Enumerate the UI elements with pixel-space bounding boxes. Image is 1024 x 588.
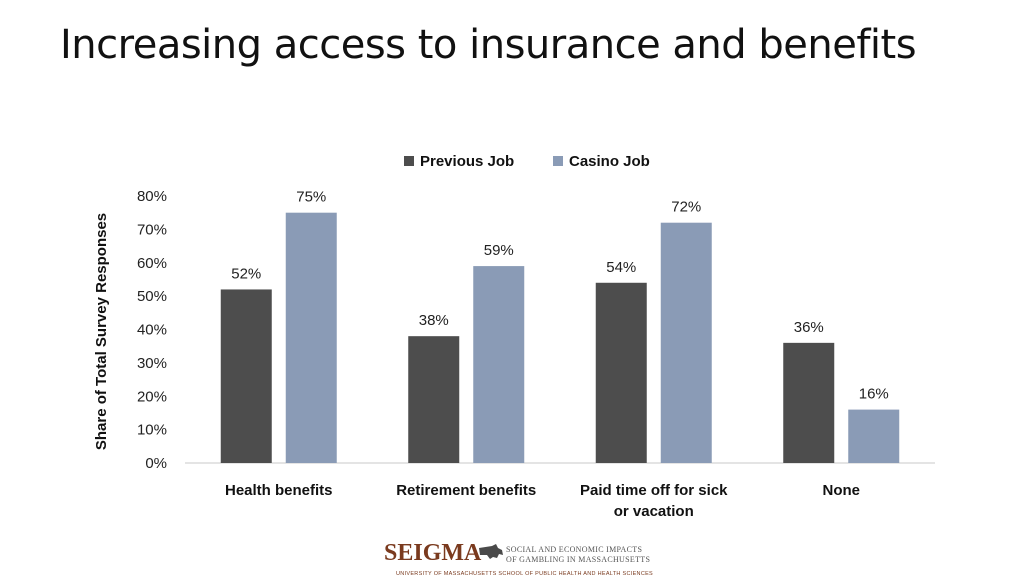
data-label: 52% — [231, 265, 261, 282]
logo-line-2: OF GAMBLING IN MASSACHUSETTS — [506, 555, 651, 564]
legend-casino-job-swatch — [553, 156, 563, 166]
y-tick-label: 40% — [137, 322, 167, 339]
logo-subtitle: UNIVERSITY OF MASSACHUSETTS SCHOOL OF PU… — [396, 571, 654, 577]
slide-title: Increasing access to insurance and benef… — [60, 22, 917, 68]
data-label: 54% — [606, 259, 636, 276]
bar-casino-job — [285, 212, 337, 463]
y-axis-title: Share of Total Survey Responses — [93, 213, 110, 450]
y-tick-label: 20% — [137, 388, 167, 405]
bar-casino-job — [473, 266, 525, 463]
y-tick-label: 60% — [137, 255, 167, 272]
x-category-label: or vacation — [614, 503, 694, 520]
bar-previous-job — [783, 342, 835, 463]
y-tick-label: 70% — [137, 221, 167, 238]
logo-brand-text: SEIGMA — [384, 540, 482, 566]
data-label: 75% — [296, 189, 326, 206]
legend-previous-job-swatch — [404, 156, 414, 166]
x-category-label: Retirement benefits — [396, 482, 536, 499]
data-label: 59% — [484, 242, 514, 259]
logo-line-1: SOCIAL AND ECONOMIC IMPACTS — [506, 545, 643, 554]
bar-chart: Share of Total Survey Responses 0% 10% 20% 3… — [93, 153, 935, 520]
y-tick-label: 0% — [145, 455, 167, 472]
x-category-label: Health benefits — [225, 482, 333, 499]
y-tick-label: 10% — [137, 422, 167, 439]
data-label: 16% — [859, 386, 889, 403]
seigma-logo: SEIGMA SOCIAL AND ECONOMIC IMPACTS OF GA… — [384, 536, 654, 584]
data-label: 72% — [671, 199, 701, 216]
bar-casino-job — [660, 222, 712, 463]
data-label: 38% — [419, 312, 449, 329]
data-label: 36% — [794, 319, 824, 336]
y-tick-label: 30% — [137, 355, 167, 372]
bar-previous-job — [408, 336, 460, 463]
bar-casino-job — [848, 409, 900, 463]
legend-previous-job-label: Previous Job — [420, 153, 514, 170]
bar-previous-job — [595, 282, 647, 463]
y-tick-label: 50% — [137, 288, 167, 305]
massachusetts-map-icon — [479, 544, 503, 559]
x-category-label: None — [823, 482, 861, 499]
y-tick-label: 80% — [137, 188, 167, 205]
x-category-label: Paid time off for sick — [580, 482, 728, 499]
bar-previous-job — [220, 289, 272, 463]
legend-casino-job-label: Casino Job — [569, 153, 650, 170]
